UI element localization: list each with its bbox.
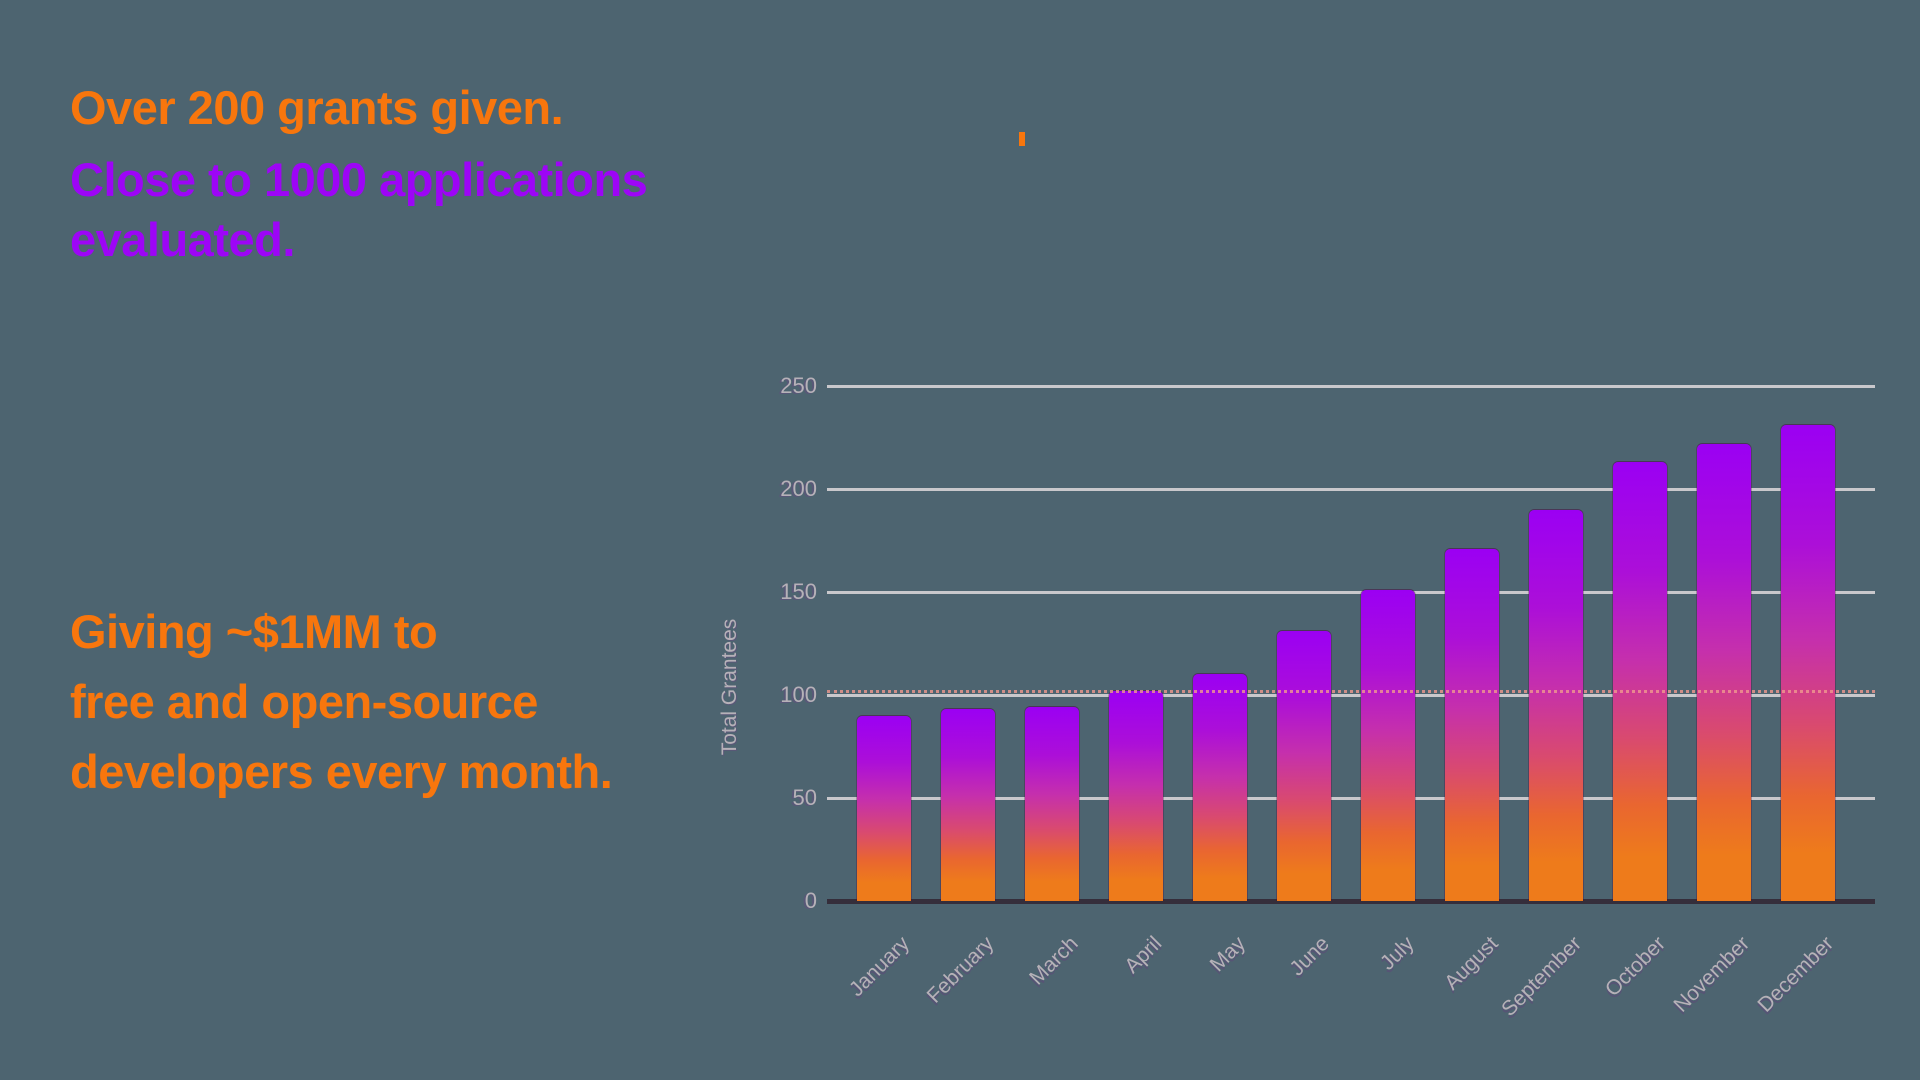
bar-slot-august: [1430, 386, 1514, 901]
bar-slot-november: [1682, 386, 1766, 901]
bar-slot-april: [1094, 386, 1178, 901]
headline-giving: Giving ~$1MM to free and open-source dev…: [70, 597, 613, 807]
bar-slot-march: [1010, 386, 1094, 901]
gridline-250: [827, 385, 1875, 388]
bar-slot-january: [842, 386, 926, 901]
x-axis-label-may: May: [1205, 932, 1251, 977]
x-axis-label-september: September: [1497, 932, 1587, 1021]
x-axis-label-april: April: [1120, 932, 1167, 978]
bar-slot-june: [1262, 386, 1346, 901]
bar-september[interactable]: [1529, 510, 1583, 901]
bar-june[interactable]: [1277, 631, 1331, 901]
y-tick-label-150: 150: [780, 579, 817, 604]
bar-august[interactable]: [1445, 549, 1499, 901]
reference-line: [827, 690, 1875, 693]
text-cursor: [1019, 132, 1025, 146]
bar-slot-september: [1514, 386, 1598, 901]
x-axis-label-october: October: [1601, 932, 1671, 1002]
bar-december[interactable]: [1781, 425, 1835, 901]
giving-line-1: Giving ~$1MM to: [70, 605, 438, 658]
bar-slot-february: [926, 386, 1010, 901]
x-axis-line: [827, 899, 1875, 904]
bar-slot-july: [1346, 386, 1430, 901]
y-tick-label-0: 0: [804, 888, 817, 913]
x-axis-label-august: August: [1439, 932, 1503, 995]
x-axis-label-june: June: [1285, 932, 1335, 981]
bars-container: [842, 386, 1850, 901]
bar-january[interactable]: [857, 716, 911, 901]
bar-july[interactable]: [1361, 590, 1415, 901]
gridline-50: [827, 797, 1875, 800]
gridline-150: [827, 591, 1875, 594]
bar-slot-october: [1598, 386, 1682, 901]
bar-slot-december: [1766, 386, 1850, 901]
gridline-100: [827, 694, 1875, 697]
headline-grants: Over 200 grants given.: [70, 81, 564, 134]
x-axis-label-march: March: [1024, 932, 1083, 990]
bar-slot-may: [1178, 386, 1262, 901]
y-tick-label-200: 200: [780, 476, 817, 501]
bar-may[interactable]: [1193, 674, 1247, 901]
y-tick-label-250: 250: [780, 373, 817, 398]
x-axis-label-december: December: [1753, 932, 1839, 1017]
x-axis-label-january: January: [845, 932, 915, 1002]
headline-applications: Close to 1000 applications evaluated.: [70, 153, 648, 266]
x-axis-label-november: November: [1669, 932, 1755, 1017]
giving-line-3: developers every month.: [70, 745, 613, 798]
x-axis-label-july: July: [1375, 932, 1419, 975]
bar-april[interactable]: [1109, 691, 1163, 901]
bar-october[interactable]: [1613, 462, 1667, 901]
giving-line-2: free and open-source: [70, 675, 538, 728]
y-tick-label-50: 50: [792, 785, 817, 810]
gridline-200: [827, 488, 1875, 491]
x-axis-label-february: February: [922, 932, 999, 1008]
bar-november[interactable]: [1697, 444, 1751, 901]
bar-february[interactable]: [941, 709, 995, 901]
y-tick-label-100: 100: [780, 682, 817, 707]
bar-march[interactable]: [1025, 707, 1079, 901]
